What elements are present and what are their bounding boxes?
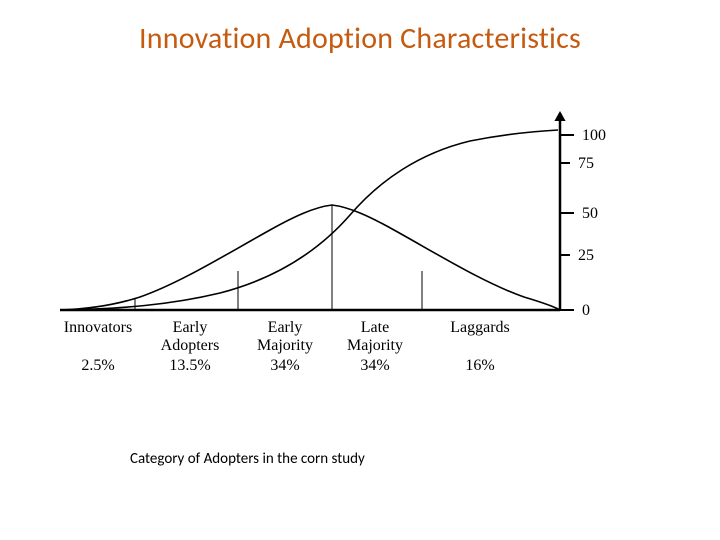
y-tick-label: 100 bbox=[582, 127, 606, 144]
category-label: Majority bbox=[347, 337, 403, 354]
y-tick-label: 0 bbox=[582, 302, 590, 319]
category-label: Adopters bbox=[161, 337, 220, 354]
adoption-chart: 1007550250Innovators2.5%EarlyAdopters13.… bbox=[60, 105, 640, 395]
category-label: Late bbox=[361, 319, 389, 336]
bell-curve bbox=[60, 205, 560, 310]
category-pct: 16% bbox=[465, 357, 494, 374]
page-title: Innovation Adoption Characteristics bbox=[0, 20, 720, 57]
category-label: Majority bbox=[257, 337, 313, 354]
y-tick-label: 75 bbox=[578, 155, 594, 172]
y-tick-label: 25 bbox=[578, 247, 594, 264]
category-pct: 34% bbox=[270, 357, 299, 374]
category-pct: 13.5% bbox=[169, 357, 210, 374]
category-pct: 34% bbox=[360, 357, 389, 374]
category-label: Innovators bbox=[64, 319, 132, 336]
category-pct: 2.5% bbox=[81, 357, 114, 374]
category-label: Early bbox=[268, 319, 303, 336]
s-curve bbox=[60, 130, 558, 310]
y-axis-arrow bbox=[554, 111, 565, 121]
y-tick-label: 50 bbox=[582, 205, 598, 222]
chart-caption: Category of Adopters in the corn study bbox=[130, 450, 365, 468]
category-label: Early bbox=[173, 319, 208, 336]
category-label: Laggards bbox=[450, 319, 510, 336]
